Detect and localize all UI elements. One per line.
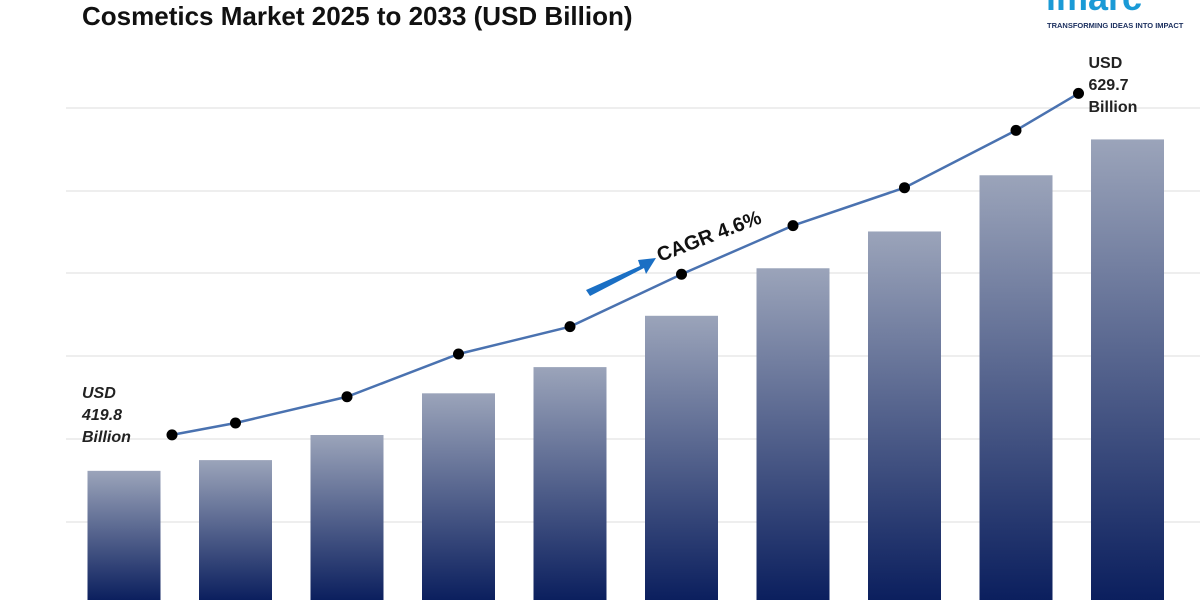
logo: imarc [1046,0,1142,18]
trend-point [899,182,910,194]
trend-point [230,417,241,429]
bar [310,435,384,600]
cagr-label: CAGR 4.6% [654,207,765,267]
bar [422,393,495,600]
bar [533,367,607,600]
bar [199,460,272,600]
value-label: USD 629.7 Billion [1088,55,1138,117]
trend-line [171,92,1080,437]
trend-point [341,391,353,403]
cagr-arrow [586,258,656,296]
trend-point [1073,87,1084,99]
trend-point [453,348,464,360]
bar [756,268,830,600]
arrow [586,258,656,296]
trend-point [166,429,178,441]
bar [979,175,1053,600]
trend-point [787,220,799,232]
bar [868,231,941,600]
bars [87,139,1164,600]
trend-point [1010,124,1022,136]
trend-point [564,321,576,333]
chart-title: Cosmetics Market 2025 to 2033 (USD Billi… [82,1,633,31]
bar [645,315,718,600]
bar [1091,139,1164,600]
tagline: TRANSFORMING IDEAS INTO IMPACT [1047,21,1184,30]
value-label: USD 419.8 Billion [82,385,131,446]
bar [87,470,161,600]
line-layer [166,87,1084,441]
trend-point [676,268,687,280]
